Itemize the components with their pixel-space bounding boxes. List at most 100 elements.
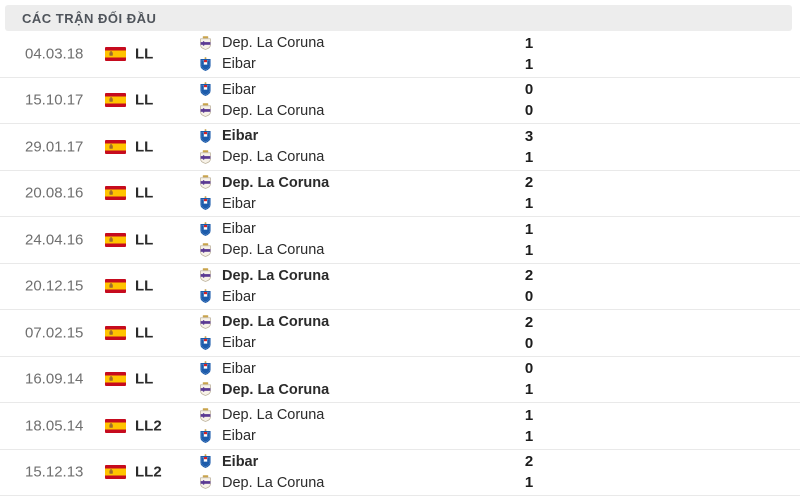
match-teams: Dep. La Coruna 2 <box>198 264 800 310</box>
team-name: Eibar <box>222 195 256 212</box>
match-row[interactable]: 24.04.16 LL <box>0 217 800 264</box>
team-name: Dep. La Coruna <box>222 242 325 259</box>
league-label: LL <box>135 231 154 249</box>
match-row[interactable]: 04.03.18 LL <box>0 31 800 78</box>
match-teams: Dep. La Coruna 1 <box>198 31 800 77</box>
match-teams: Dep. La Coruna 2 <box>198 310 800 356</box>
spain-flag-icon <box>105 418 126 433</box>
deportivo-crest-icon <box>198 268 213 283</box>
deportivo-crest-icon <box>198 175 213 190</box>
team-score: 3 <box>524 127 534 145</box>
team-row-home: Eibar 0 <box>198 80 800 99</box>
team-row-home: Eibar 2 <box>198 452 800 471</box>
eibar-crest-icon <box>198 82 213 97</box>
spain-flag-icon <box>105 139 126 154</box>
league-label: LL <box>135 277 154 295</box>
team-row-home: Dep. La Coruna 2 <box>198 266 800 285</box>
spain-flag-icon <box>105 46 126 61</box>
eibar-crest-icon <box>198 361 213 376</box>
team-row-home: Dep. La Coruna 2 <box>198 173 800 192</box>
team-name: Eibar <box>222 428 256 445</box>
eibar-crest-icon <box>198 128 213 144</box>
deportivo-crest-icon <box>198 408 213 423</box>
match-teams: Eibar 1 <box>198 217 800 263</box>
eibar-crest-icon <box>198 454 213 469</box>
section-header: CÁC TRẬN ĐỐI ĐẦU <box>5 5 792 31</box>
league-label: LL <box>135 324 154 342</box>
match-date: 07.02.15 <box>25 324 84 342</box>
team-name: Dep. La Coruna <box>222 35 325 52</box>
match-date: 20.08.16 <box>25 184 84 202</box>
team-score: 1 <box>524 195 534 213</box>
deportivo-crest-icon <box>198 475 213 490</box>
team-row-away: Dep. La Coruna 1 <box>198 241 800 260</box>
eibar-crest-icon <box>198 289 213 304</box>
team-row-away: Eibar 1 <box>198 55 800 74</box>
team-row-away: Dep. La Coruna 0 <box>198 101 800 120</box>
spain-flag-icon <box>105 232 126 247</box>
match-teams: Eibar 0 <box>198 78 800 124</box>
team-score: 0 <box>524 360 534 378</box>
team-score: 2 <box>524 453 534 471</box>
match-teams: Dep. La Coruna 2 <box>198 171 800 217</box>
match-row[interactable]: 07.02.15 LL <box>0 310 800 357</box>
spain-flag-icon <box>105 325 126 340</box>
deportivo-crest-icon <box>198 103 213 118</box>
team-score: 1 <box>524 220 534 238</box>
match-teams: Eibar 2 <box>198 450 800 496</box>
team-row-away: Dep. La Coruna 1 <box>198 473 800 492</box>
match-teams: Eibar 3 <box>198 124 800 170</box>
spain-flag-icon <box>105 465 126 480</box>
deportivo-crest-icon <box>198 36 213 51</box>
team-row-home: Eibar 3 <box>198 127 800 146</box>
league-label: LL2 <box>135 463 162 481</box>
team-name: Dep. La Coruna <box>222 407 325 424</box>
match-row[interactable]: 20.12.15 LL <box>0 263 800 310</box>
match-teams: Eibar 0 <box>198 357 800 403</box>
match-row[interactable]: 20.08.16 LL <box>0 170 800 217</box>
match-row[interactable]: 16.09.14 LL <box>0 356 800 403</box>
team-name: Eibar <box>222 360 256 377</box>
eibar-crest-icon <box>198 221 213 237</box>
match-date: 04.03.18 <box>25 45 84 63</box>
team-name: Eibar <box>222 221 256 238</box>
team-row-home: Dep. La Coruna 1 <box>198 34 800 53</box>
team-name: Eibar <box>222 81 256 98</box>
team-name: Eibar <box>222 453 259 470</box>
eibar-crest-icon <box>198 335 213 351</box>
team-name: Dep. La Coruna <box>222 381 330 398</box>
match-date: 15.10.17 <box>25 91 84 109</box>
match-date: 24.04.16 <box>25 231 84 249</box>
team-row-home: Eibar 1 <box>198 220 800 239</box>
match-row[interactable]: 29.01.17 LL <box>0 124 800 171</box>
team-name: Dep. La Coruna <box>222 314 330 331</box>
match-row[interactable]: 15.12.13 LL2 <box>0 449 800 496</box>
match-date: 20.12.15 <box>25 277 84 295</box>
match-row[interactable]: 18.05.14 LL2 <box>0 403 800 450</box>
league-label: LL <box>135 370 154 388</box>
spain-flag-icon <box>105 372 126 387</box>
league-label: LL <box>135 184 154 202</box>
team-score: 2 <box>524 313 534 331</box>
match-row[interactable]: 15.10.17 LL <box>0 77 800 124</box>
deportivo-crest-icon <box>198 315 213 330</box>
match-teams: Dep. La Coruna 1 <box>198 403 800 449</box>
league-label: LL <box>135 91 154 109</box>
deportivo-crest-icon <box>198 382 213 397</box>
league-label: LL <box>135 138 154 156</box>
deportivo-crest-icon <box>198 149 213 165</box>
deportivo-crest-icon <box>198 242 213 258</box>
team-name: Dep. La Coruna <box>222 267 330 284</box>
match-date: 16.09.14 <box>25 370 84 388</box>
team-score: 1 <box>524 34 534 52</box>
team-name: Dep. La Coruna <box>222 474 325 491</box>
match-date: 18.05.14 <box>25 417 84 435</box>
section-title: CÁC TRẬN ĐỐI ĐẦU <box>22 10 157 26</box>
team-name: Dep. La Coruna <box>222 149 325 166</box>
team-name: Dep. La Coruna <box>222 102 325 119</box>
match-list: 04.03.18 LL <box>0 31 800 496</box>
team-score: 0 <box>524 81 534 99</box>
eibar-crest-icon <box>198 56 213 72</box>
team-name: Eibar <box>222 128 259 145</box>
